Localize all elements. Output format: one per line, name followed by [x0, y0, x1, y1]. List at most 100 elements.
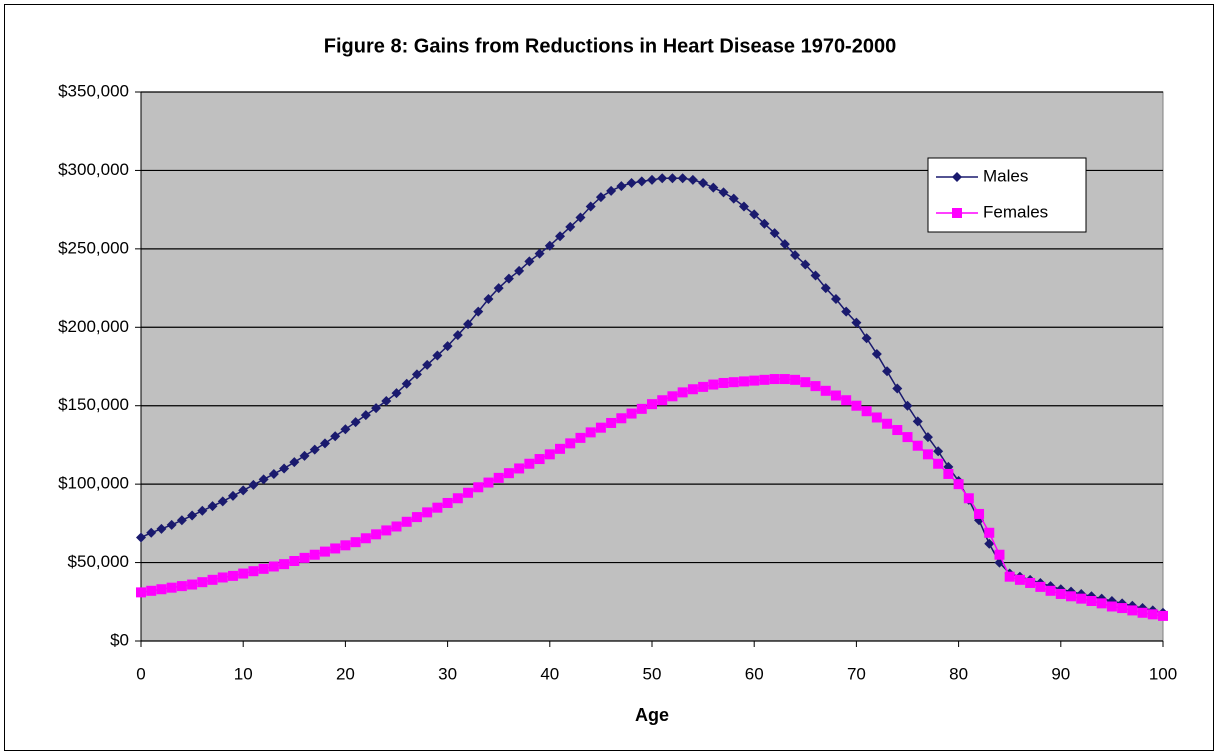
square-marker [698, 381, 709, 392]
square-marker [585, 427, 596, 438]
square-marker [943, 468, 954, 479]
y-tick-label: $200,000 [58, 317, 129, 336]
x-tick-label: 80 [949, 664, 968, 683]
diamond-marker [493, 283, 504, 294]
diamond-marker [442, 341, 453, 352]
diamond-marker [647, 174, 657, 185]
square-marker [953, 479, 964, 490]
diamond-marker [381, 396, 392, 407]
y-tick-label: $50,000 [68, 552, 129, 571]
x-tick-label: 70 [847, 664, 866, 683]
square-marker [912, 440, 923, 451]
square-marker [902, 432, 913, 443]
diamond-marker [483, 294, 494, 305]
diamond-marker [227, 490, 238, 501]
square-marker [1066, 591, 1077, 602]
square-marker [483, 477, 494, 488]
diamond-marker [922, 432, 933, 443]
diamond-marker [882, 366, 893, 377]
square-marker [820, 385, 831, 396]
diamond-marker [422, 359, 433, 370]
diamond-marker [687, 174, 698, 185]
x-tick-label: 40 [540, 664, 559, 683]
square-marker [1025, 577, 1036, 588]
x-tick-label: 50 [643, 664, 662, 683]
square-marker [636, 403, 647, 414]
square-marker [534, 454, 545, 465]
diamond-marker [595, 192, 606, 203]
diamond-marker [820, 283, 831, 294]
diamond-marker [698, 177, 709, 188]
diamond-marker [248, 479, 259, 490]
x-tick-label: 10 [234, 664, 253, 683]
square-marker [606, 417, 617, 428]
square-marker [738, 376, 749, 387]
legend-label: Females [983, 202, 1048, 221]
diamond-marker [902, 400, 913, 411]
legend: Males Females [927, 157, 1087, 233]
square-marker [728, 377, 739, 388]
square-marker [166, 582, 177, 593]
diamond-marker [555, 231, 566, 242]
diamond-marker [156, 523, 167, 534]
y-tick-label: $300,000 [58, 160, 129, 179]
diamond-marker [136, 532, 146, 543]
square-marker [616, 413, 627, 424]
square-marker [1076, 593, 1087, 604]
square-marker [922, 449, 933, 460]
square-marker [136, 587, 146, 598]
square-marker [861, 406, 872, 417]
square-marker [422, 507, 433, 518]
diamond-marker [626, 177, 637, 188]
square-marker [432, 502, 443, 513]
diamond-marker [350, 417, 361, 428]
square-marker [1117, 603, 1128, 614]
square-marker [360, 533, 371, 544]
square-marker [319, 546, 330, 557]
diamond-marker [585, 201, 596, 212]
diamond-marker [411, 369, 422, 380]
x-tick-label: 90 [1051, 664, 1070, 683]
square-marker [1004, 571, 1015, 582]
diamond-marker [176, 515, 187, 526]
square-marker [493, 472, 504, 483]
diamond-marker [606, 185, 617, 196]
x-axis-label: Age [635, 705, 669, 725]
diamond-marker [238, 485, 249, 496]
square-marker [1137, 607, 1148, 618]
diamond-marker [452, 330, 463, 341]
square-marker [1014, 574, 1025, 585]
square-marker [718, 377, 729, 388]
diamond-marker [718, 187, 729, 198]
diamond-marker [677, 173, 688, 184]
x-tick-label: 20 [336, 664, 355, 683]
diamond-marker [207, 501, 218, 512]
y-tick-label: $250,000 [58, 238, 129, 257]
square-marker [555, 443, 566, 454]
square-marker [984, 527, 995, 538]
diamond-marker [708, 182, 719, 193]
square-marker [994, 549, 1005, 560]
square-marker [207, 574, 218, 585]
square-marker [330, 543, 341, 554]
square-marker [258, 563, 269, 574]
diamond-marker [463, 319, 474, 330]
y-tick-label: $350,000 [58, 81, 129, 100]
diamond-marker [401, 378, 412, 389]
square-marker [350, 537, 361, 548]
diamond-marker [432, 350, 443, 361]
diamond-marker [616, 181, 627, 192]
square-marker [299, 552, 310, 563]
chart-title: Figure 8: Gains from Reductions in Heart… [324, 35, 896, 57]
square-marker [463, 487, 474, 498]
legend-box [927, 157, 1087, 233]
diamond-marker [360, 410, 371, 421]
square-marker [1086, 596, 1097, 607]
diamond-marker [830, 294, 841, 305]
diamond-marker [534, 248, 545, 259]
diamond-marker [268, 468, 279, 479]
diamond-marker [728, 193, 739, 204]
square-marker [238, 568, 249, 579]
square-marker [790, 374, 801, 385]
